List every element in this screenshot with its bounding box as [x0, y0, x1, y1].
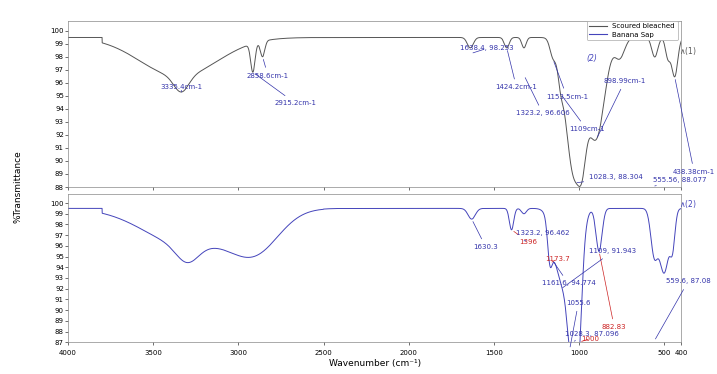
Text: 1630.3: 1630.3: [473, 221, 498, 250]
Text: 559.6, 87.08: 559.6, 87.08: [655, 278, 711, 339]
Text: 898.99cm-1: 898.99cm-1: [597, 78, 646, 137]
Text: 1028.3, 87.096: 1028.3, 87.096: [565, 331, 619, 341]
Text: 1323.2, 96.606: 1323.2, 96.606: [516, 78, 570, 116]
Text: 1161.6, 94.774: 1161.6, 94.774: [541, 261, 595, 286]
Text: 3335.4cm-1: 3335.4cm-1: [160, 85, 202, 92]
Text: (1): (1): [586, 31, 597, 40]
Text: 438.38cm-1: 438.38cm-1: [673, 80, 716, 175]
Text: 2915.2cm-1: 2915.2cm-1: [255, 74, 316, 106]
Text: 1153.5cm-1: 1153.5cm-1: [546, 62, 588, 99]
Text: %Transmittance: %Transmittance: [14, 151, 22, 223]
Legend: Scoured bleached, Banana Sap: Scoured bleached, Banana Sap: [587, 21, 678, 40]
X-axis label: Wavenumber (cm⁻¹): Wavenumber (cm⁻¹): [328, 359, 421, 368]
Text: 1000: 1000: [581, 335, 599, 341]
Text: 1055.6: 1055.6: [566, 300, 591, 347]
Text: 1323.2, 96.462: 1323.2, 96.462: [516, 230, 569, 241]
Text: 555.56, 88.077: 555.56, 88.077: [653, 177, 706, 186]
Text: 1109cm-1: 1109cm-1: [562, 96, 604, 132]
Text: 1424.2cm-1: 1424.2cm-1: [495, 50, 538, 91]
Text: $\wedge$(2): $\wedge$(2): [679, 199, 697, 211]
Text: 2858.6cm-1: 2858.6cm-1: [247, 59, 289, 79]
Text: 1638.4, 98.253: 1638.4, 98.253: [460, 46, 513, 53]
Text: $\wedge$(1): $\wedge$(1): [679, 45, 697, 57]
Text: (2): (2): [586, 54, 597, 63]
Text: 1173.7: 1173.7: [545, 256, 570, 262]
Text: 1028.3, 88.304: 1028.3, 88.304: [577, 174, 643, 183]
Text: 1396: 1396: [514, 232, 537, 245]
Text: 882.83: 882.83: [599, 254, 627, 330]
Text: 1109, 91.943: 1109, 91.943: [563, 248, 636, 288]
